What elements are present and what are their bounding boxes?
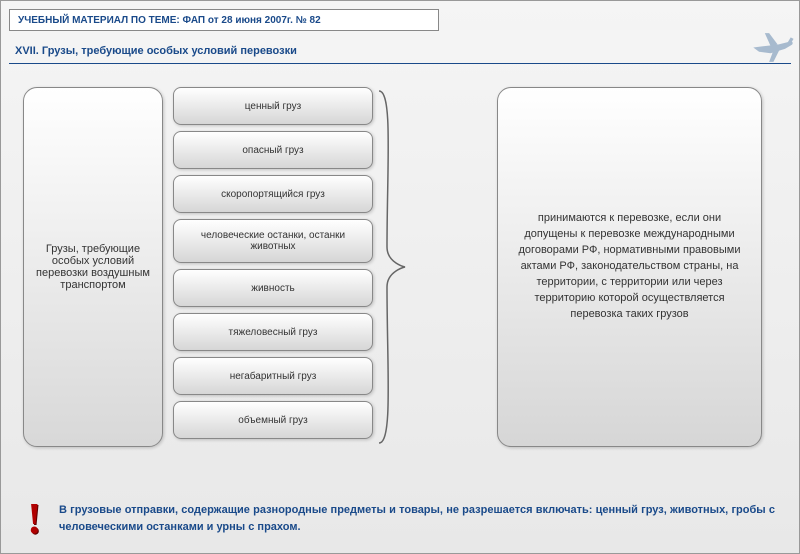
result-box-text: принимаются к перевозке, если они допуще…: [514, 211, 745, 323]
list-item: опасный груз: [173, 131, 373, 169]
item-label: негабаритный груз: [230, 371, 317, 382]
item-label: скоропортящийся груз: [221, 189, 325, 200]
page-header: УЧЕБНЫЙ МАТЕРИАЛ ПО ТЕМЕ: ФАП от 28 июня…: [9, 9, 439, 31]
page-title: УЧЕБНЫЙ МАТЕРИАЛ ПО ТЕМЕ: ФАП от 28 июня…: [18, 15, 321, 26]
list-item: объемный груз: [173, 401, 373, 439]
item-label: ценный груз: [245, 101, 301, 112]
list-item: ценный груз: [173, 87, 373, 125]
curly-bracket-icon: [377, 87, 407, 447]
list-item: тяжеловесный груз: [173, 313, 373, 351]
item-label: опасный груз: [242, 145, 303, 156]
diagram-area: Грузы, требующие особых условий перевозк…: [1, 69, 799, 553]
airplane-icon: [749, 23, 795, 69]
source-box-label: Грузы, требующие особых условий перевозк…: [32, 243, 154, 291]
exclamation-icon: !: [27, 497, 42, 541]
footer-text: В грузовые отправки, содержащие разнород…: [59, 504, 775, 533]
source-box: Грузы, требующие особых условий перевозк…: [23, 87, 163, 447]
list-item: негабаритный груз: [173, 357, 373, 395]
item-label: объемный груз: [238, 415, 307, 426]
exclamation-glyph: !: [27, 494, 42, 543]
page-subtitle: XVII. Грузы, требующие особых условий пе…: [15, 45, 297, 57]
list-item: живность: [173, 269, 373, 307]
result-box: принимаются к перевозке, если они допуще…: [497, 87, 762, 447]
item-label: живность: [251, 283, 294, 294]
item-label: тяжеловесный груз: [229, 327, 318, 338]
header-divider: [9, 63, 791, 64]
cargo-type-list: ценный груз опасный груз скоропортящийся…: [173, 87, 373, 439]
list-item: человеческие останки, останки животных: [173, 219, 373, 263]
item-label: человеческие останки, останки животных: [180, 230, 366, 252]
footer-note: В грузовые отправки, содержащие разнород…: [59, 502, 775, 535]
list-item: скоропортящийся груз: [173, 175, 373, 213]
